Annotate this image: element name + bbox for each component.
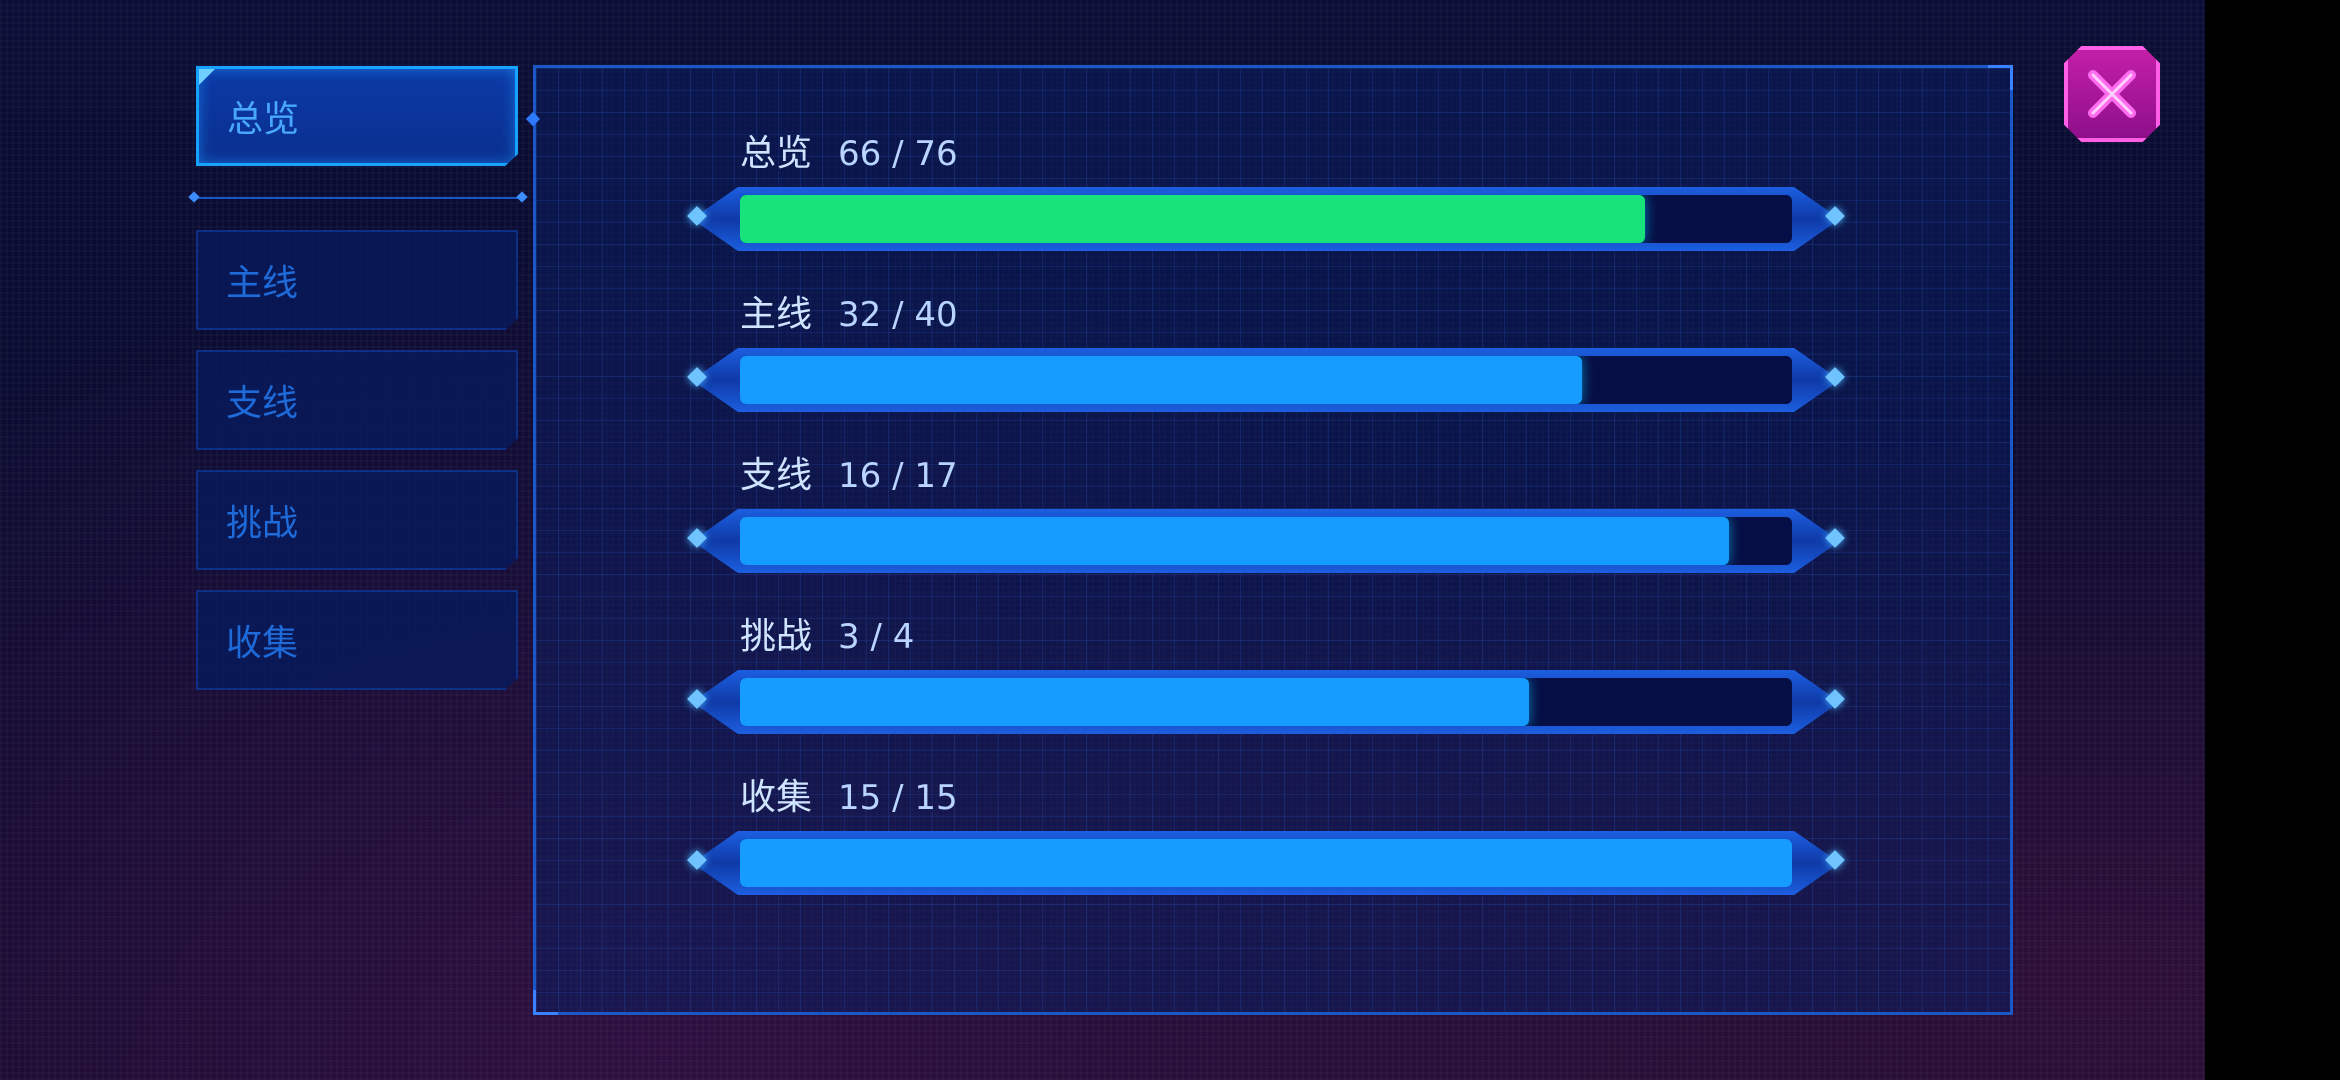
progress-bar <box>687 831 1845 895</box>
progress-bar-fill <box>740 195 1645 243</box>
category-count: 16 / 17 <box>838 456 958 496</box>
category-name: 挑战 <box>740 616 813 657</box>
category-count: 32 / 40 <box>838 295 958 335</box>
tab-collection[interactable]: 收集 <box>196 590 518 690</box>
tab-divider <box>192 197 524 199</box>
panel-corner <box>533 990 558 1015</box>
category-name: 收集 <box>740 777 813 818</box>
tab-label: 支线 <box>226 383 299 424</box>
close-button[interactable] <box>2064 46 2160 142</box>
category-count: 3 / 4 <box>838 617 915 657</box>
tab-challenge[interactable]: 挑战 <box>196 470 518 570</box>
category-count: 66 / 76 <box>838 134 958 174</box>
progress-bar-track <box>740 356 1792 404</box>
game-screen: 总览 主线 支线 挑战 收集 总览 66 / 76 主线 32 / 40 <box>0 0 2205 1080</box>
tab-overview[interactable]: 总览 <box>196 66 518 166</box>
panel-corner <box>1988 65 2013 90</box>
progress-bar-fill <box>740 839 1792 887</box>
progress-bar <box>687 670 1845 734</box>
progress-bar <box>687 348 1845 412</box>
progress-bar-track <box>740 839 1792 887</box>
tab-side-quest[interactable]: 支线 <box>196 350 518 450</box>
tab-label: 总览 <box>227 99 300 140</box>
tab-label: 收集 <box>226 623 299 664</box>
letterbox-bar <box>2205 0 2340 1080</box>
tab-label: 挑战 <box>226 503 299 544</box>
category-name: 总览 <box>740 133 813 174</box>
progress-bar-fill <box>740 356 1582 404</box>
close-x-icon <box>2088 70 2136 118</box>
progress-row-label: 收集 15 / 15 <box>740 768 958 820</box>
progress-bar-track <box>740 678 1792 726</box>
progress-row-label: 总览 66 / 76 <box>740 124 958 176</box>
progress-bar-fill <box>740 517 1729 565</box>
progress-bar <box>687 509 1845 573</box>
category-name: 主线 <box>740 294 813 335</box>
category-count: 15 / 15 <box>838 778 958 818</box>
tab-label: 主线 <box>226 263 299 304</box>
progress-bar <box>687 187 1845 251</box>
tab-main-quest[interactable]: 主线 <box>196 230 518 330</box>
tab-corner-accent <box>199 69 215 85</box>
progress-bar-track <box>740 517 1792 565</box>
progress-row-label: 支线 16 / 17 <box>740 446 958 498</box>
progress-row-label: 挑战 3 / 4 <box>740 607 914 659</box>
progress-bar-fill <box>740 678 1529 726</box>
progress-row-label: 主线 32 / 40 <box>740 285 958 337</box>
panel-connector-dot <box>525 111 541 127</box>
category-name: 支线 <box>740 455 813 496</box>
progress-bar-track <box>740 195 1792 243</box>
